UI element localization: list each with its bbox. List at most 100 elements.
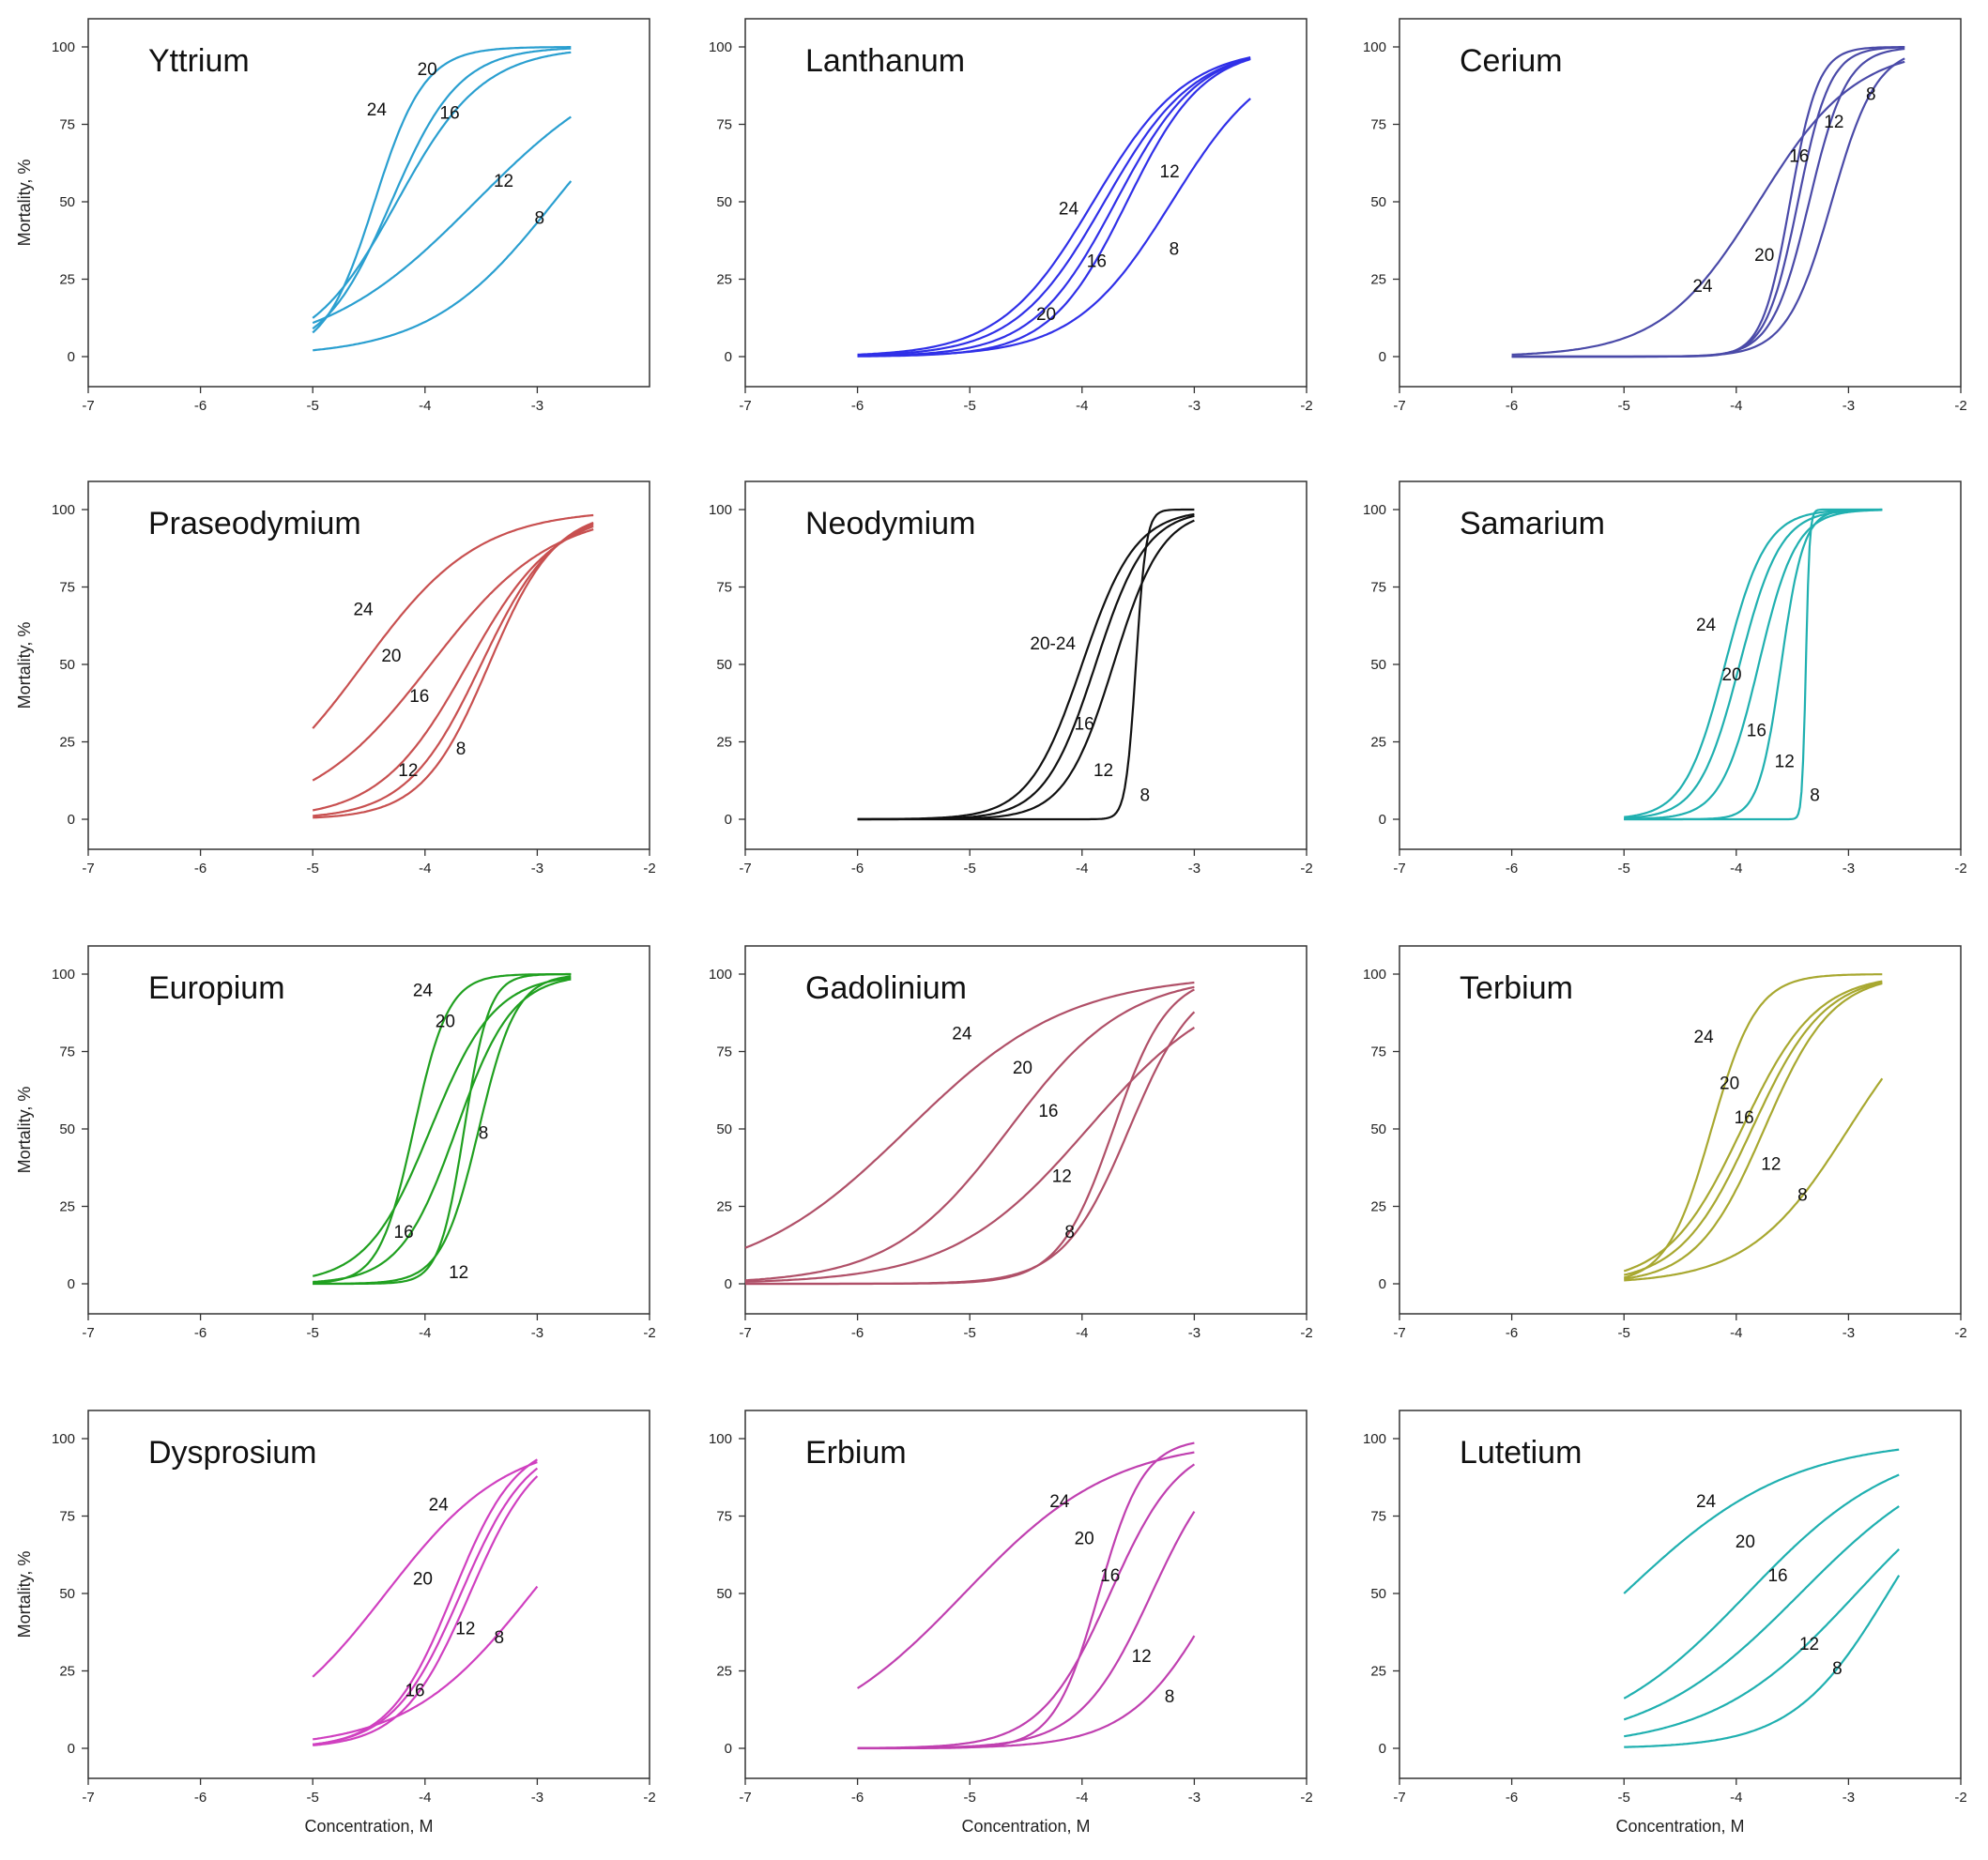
x-tick-label: -6 xyxy=(1506,398,1518,414)
curve-label: 24 xyxy=(429,1495,450,1515)
curve-16 xyxy=(857,57,1251,358)
plot-frame xyxy=(744,480,1307,850)
x-tick-label: -4 xyxy=(419,1790,431,1806)
curve-20 xyxy=(1624,509,1883,819)
curve-label: 20 xyxy=(413,1570,433,1590)
x-axis-title: Concentration, M xyxy=(1615,1817,1744,1836)
curve-label: 20 xyxy=(418,60,437,80)
x-tick-label: -7 xyxy=(1393,1325,1405,1341)
curve-8 xyxy=(313,975,572,1286)
curve-12 xyxy=(313,1475,539,1746)
x-tick-label: -5 xyxy=(1618,1325,1630,1341)
x-tick-label: -6 xyxy=(851,1790,864,1806)
x-tick-label: -7 xyxy=(82,1325,94,1341)
y-tick-label: 50 xyxy=(59,194,75,210)
x-tick-label: -4 xyxy=(1730,1790,1742,1806)
x-tick-label: -3 xyxy=(1188,1790,1200,1806)
plot-frame xyxy=(87,480,650,850)
plot-frame xyxy=(1399,945,1962,1315)
x-tick-label: -3 xyxy=(1843,398,1855,414)
curve-label: 24 xyxy=(367,100,388,120)
chart-panel: -7 -6 -5 -4 -3 -2 0 25 50 75 100 Dysprosium Mortalit… xyxy=(15,1410,656,1836)
y-tick-label: 0 xyxy=(725,349,732,365)
x-tick-label: -6 xyxy=(194,398,206,414)
x-tick-label: -5 xyxy=(964,1790,976,1806)
x-tick-label: -7 xyxy=(82,861,94,877)
x-tick-label: -4 xyxy=(1730,1325,1742,1341)
x-tick-label: -4 xyxy=(419,398,431,414)
plot-frame xyxy=(87,1410,650,1779)
curve-label: 20 xyxy=(1721,665,1741,685)
y-tick-label: 100 xyxy=(1363,967,1386,983)
curve-24 xyxy=(1511,60,1905,356)
y-tick-label: 50 xyxy=(59,1121,75,1137)
x-tick-label: -3 xyxy=(1188,1325,1200,1341)
plot-frame xyxy=(744,18,1307,388)
curve-8 xyxy=(745,1011,1196,1286)
panel-title: Dysprosium xyxy=(148,1435,316,1471)
curve-label: 20 xyxy=(436,1013,455,1032)
plot-frame xyxy=(1399,1410,1962,1779)
y-tick-label: 100 xyxy=(709,1431,732,1447)
curve-label: 8 xyxy=(1139,786,1150,806)
curve-label: 24 xyxy=(1696,1492,1717,1512)
chart-panel: -7 -6 -5 -4 -3 -2 0 25 50 75 100 Europium Mortality,… xyxy=(15,945,656,1341)
y-tick-label: 100 xyxy=(1363,39,1386,55)
panel-title: Cerium xyxy=(1460,43,1563,79)
curve-label: 12 xyxy=(1160,162,1180,182)
y-tick-label: 25 xyxy=(59,272,75,288)
panel-title: Praseodymium xyxy=(148,506,361,541)
curve-8 xyxy=(857,98,1251,358)
x-tick-label: -6 xyxy=(1506,861,1518,877)
x-tick-label: -7 xyxy=(739,398,751,414)
y-tick-label: 25 xyxy=(1370,1664,1386,1680)
curve-12 xyxy=(1624,982,1883,1280)
x-tick-label: -7 xyxy=(739,1325,751,1341)
x-tick-label: -5 xyxy=(307,398,319,414)
curve-24 xyxy=(313,972,572,1285)
y-tick-label: 100 xyxy=(709,502,732,518)
curve-8 xyxy=(857,1635,1196,1750)
curve-label: 20 xyxy=(381,647,401,666)
y-axis-title: Mortality, % xyxy=(15,1551,34,1639)
curve-label: 20 xyxy=(1736,1532,1755,1552)
y-tick-label: 75 xyxy=(59,1044,75,1060)
panel-title: Gadolinium xyxy=(805,970,967,1006)
x-tick-label: -5 xyxy=(964,861,976,877)
chart-panel: -7 -6 -5 -4 -3 -2 0 25 50 75 100 Neodymium 20-24 16 12… xyxy=(709,480,1313,877)
x-tick-label: -7 xyxy=(82,398,94,414)
x-tick-label: -4 xyxy=(419,1325,431,1341)
y-tick-label: 0 xyxy=(68,812,75,828)
x-tick-label: -3 xyxy=(1188,398,1200,414)
curve-label: 16 xyxy=(405,1681,424,1700)
y-tick-label: 100 xyxy=(52,502,75,518)
y-tick-label: 50 xyxy=(716,1121,732,1137)
curve-label: 24 xyxy=(1049,1492,1070,1512)
curve-label: 12 xyxy=(1775,752,1795,771)
x-tick-label: -3 xyxy=(531,398,543,414)
x-tick-label: -7 xyxy=(739,1790,751,1806)
curve-label: 24 xyxy=(1696,616,1717,635)
y-tick-label: 50 xyxy=(1370,194,1386,210)
y-tick-label: 50 xyxy=(716,194,732,210)
x-tick-label: -6 xyxy=(851,398,864,414)
curve-label: 8 xyxy=(1866,85,1876,105)
curve-24 xyxy=(1624,509,1883,818)
chart-panel: -7 -6 -5 -4 -3 -2 0 25 50 75 100 Lanthanum 24 16 20 12 8 xyxy=(709,18,1313,414)
panel-title: Lutetium xyxy=(1460,1435,1582,1471)
y-tick-label: 25 xyxy=(1370,735,1386,751)
curve-24 xyxy=(312,45,572,334)
curve-label: 24 xyxy=(1059,200,1079,220)
curve-label: 8 xyxy=(456,739,466,759)
x-tick-label: -6 xyxy=(851,861,864,877)
y-tick-label: 0 xyxy=(1379,1276,1386,1292)
y-tick-label: 50 xyxy=(1370,1586,1386,1602)
curve-label: 8 xyxy=(1832,1659,1843,1679)
curve-label: 12 xyxy=(398,761,418,781)
curve-label: 16 xyxy=(440,103,460,123)
y-tick-label: 25 xyxy=(716,1199,732,1215)
curve-8 xyxy=(1624,1077,1884,1282)
curve-12 xyxy=(313,523,594,817)
curve-16 xyxy=(1624,509,1883,820)
